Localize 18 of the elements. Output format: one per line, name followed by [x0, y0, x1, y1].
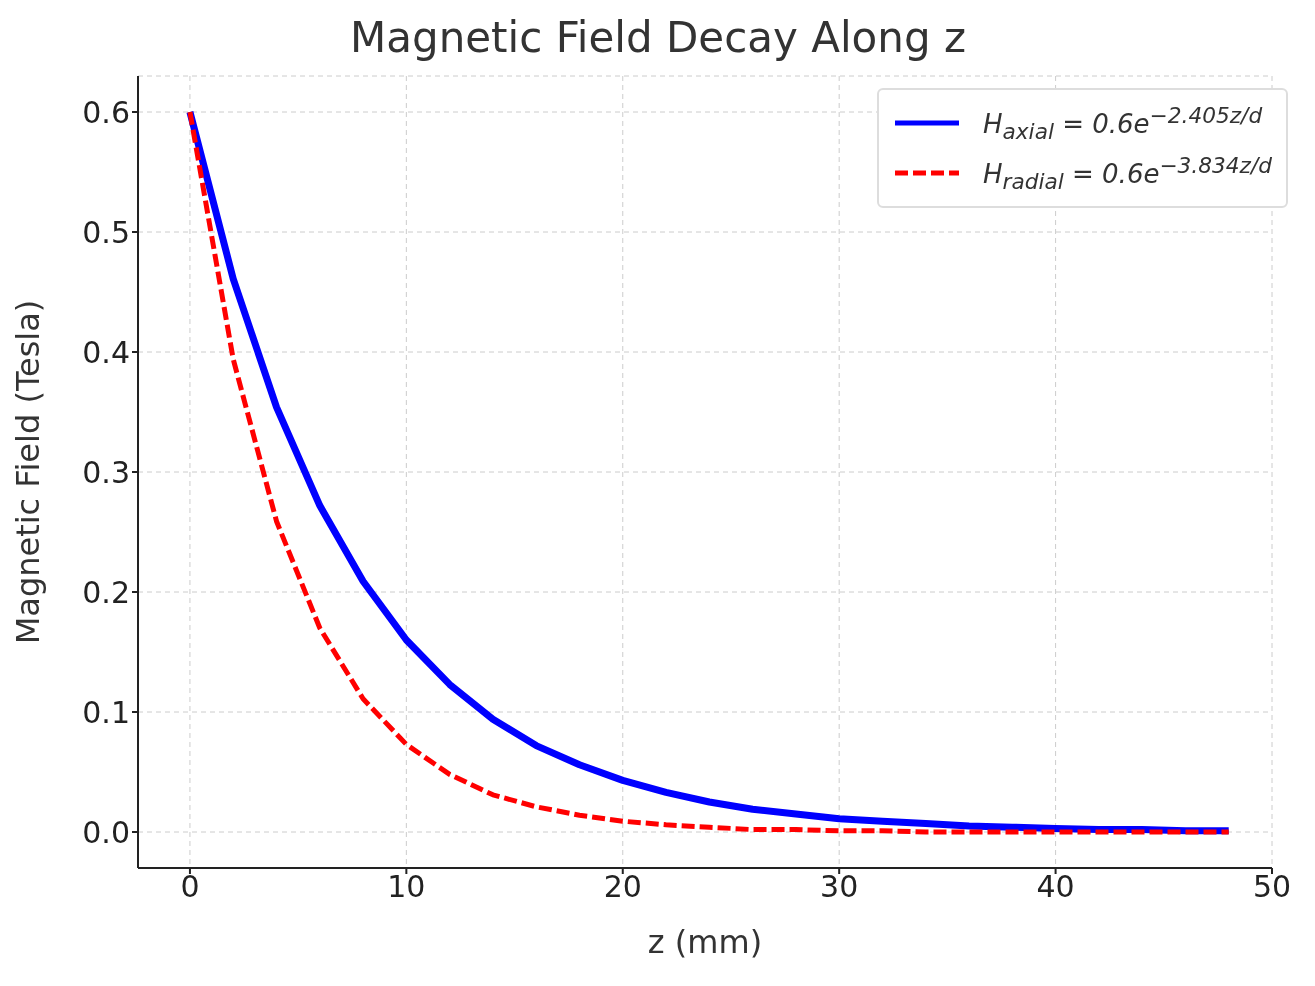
y-axis-title: Magnetic Field (Tesla)	[9, 299, 48, 645]
y-tick-label: 0.6	[82, 94, 130, 130]
legend-label: H$_{radial}$ = 0.6e$^{−3.834z/d}$	[982, 152, 1272, 194]
x-tick-label: 40	[1036, 869, 1075, 905]
x-tick-label: 30	[820, 869, 859, 905]
y-tick-label: 0.3	[82, 454, 130, 490]
x-tick-label: 50	[1252, 869, 1292, 905]
chart-title: Magnetic Field Decay Along z	[349, 12, 967, 64]
x-tick-label: 10	[387, 869, 426, 905]
y-tick-label: 0.5	[82, 214, 130, 250]
y-tick-label: 0.1	[82, 694, 130, 730]
x-tick-label: 20	[603, 869, 642, 905]
legend-label: H$_{axial}$ = 0.6e$^{−2.405z/d}$	[982, 102, 1263, 144]
y-tick-label: 0.4	[82, 334, 130, 370]
y-tick-label: 0.0	[82, 814, 130, 850]
x-axis-title: z (mm)	[647, 923, 763, 961]
x-tick-label: 0	[180, 869, 200, 905]
y-tick-label: 0.2	[82, 574, 130, 610]
